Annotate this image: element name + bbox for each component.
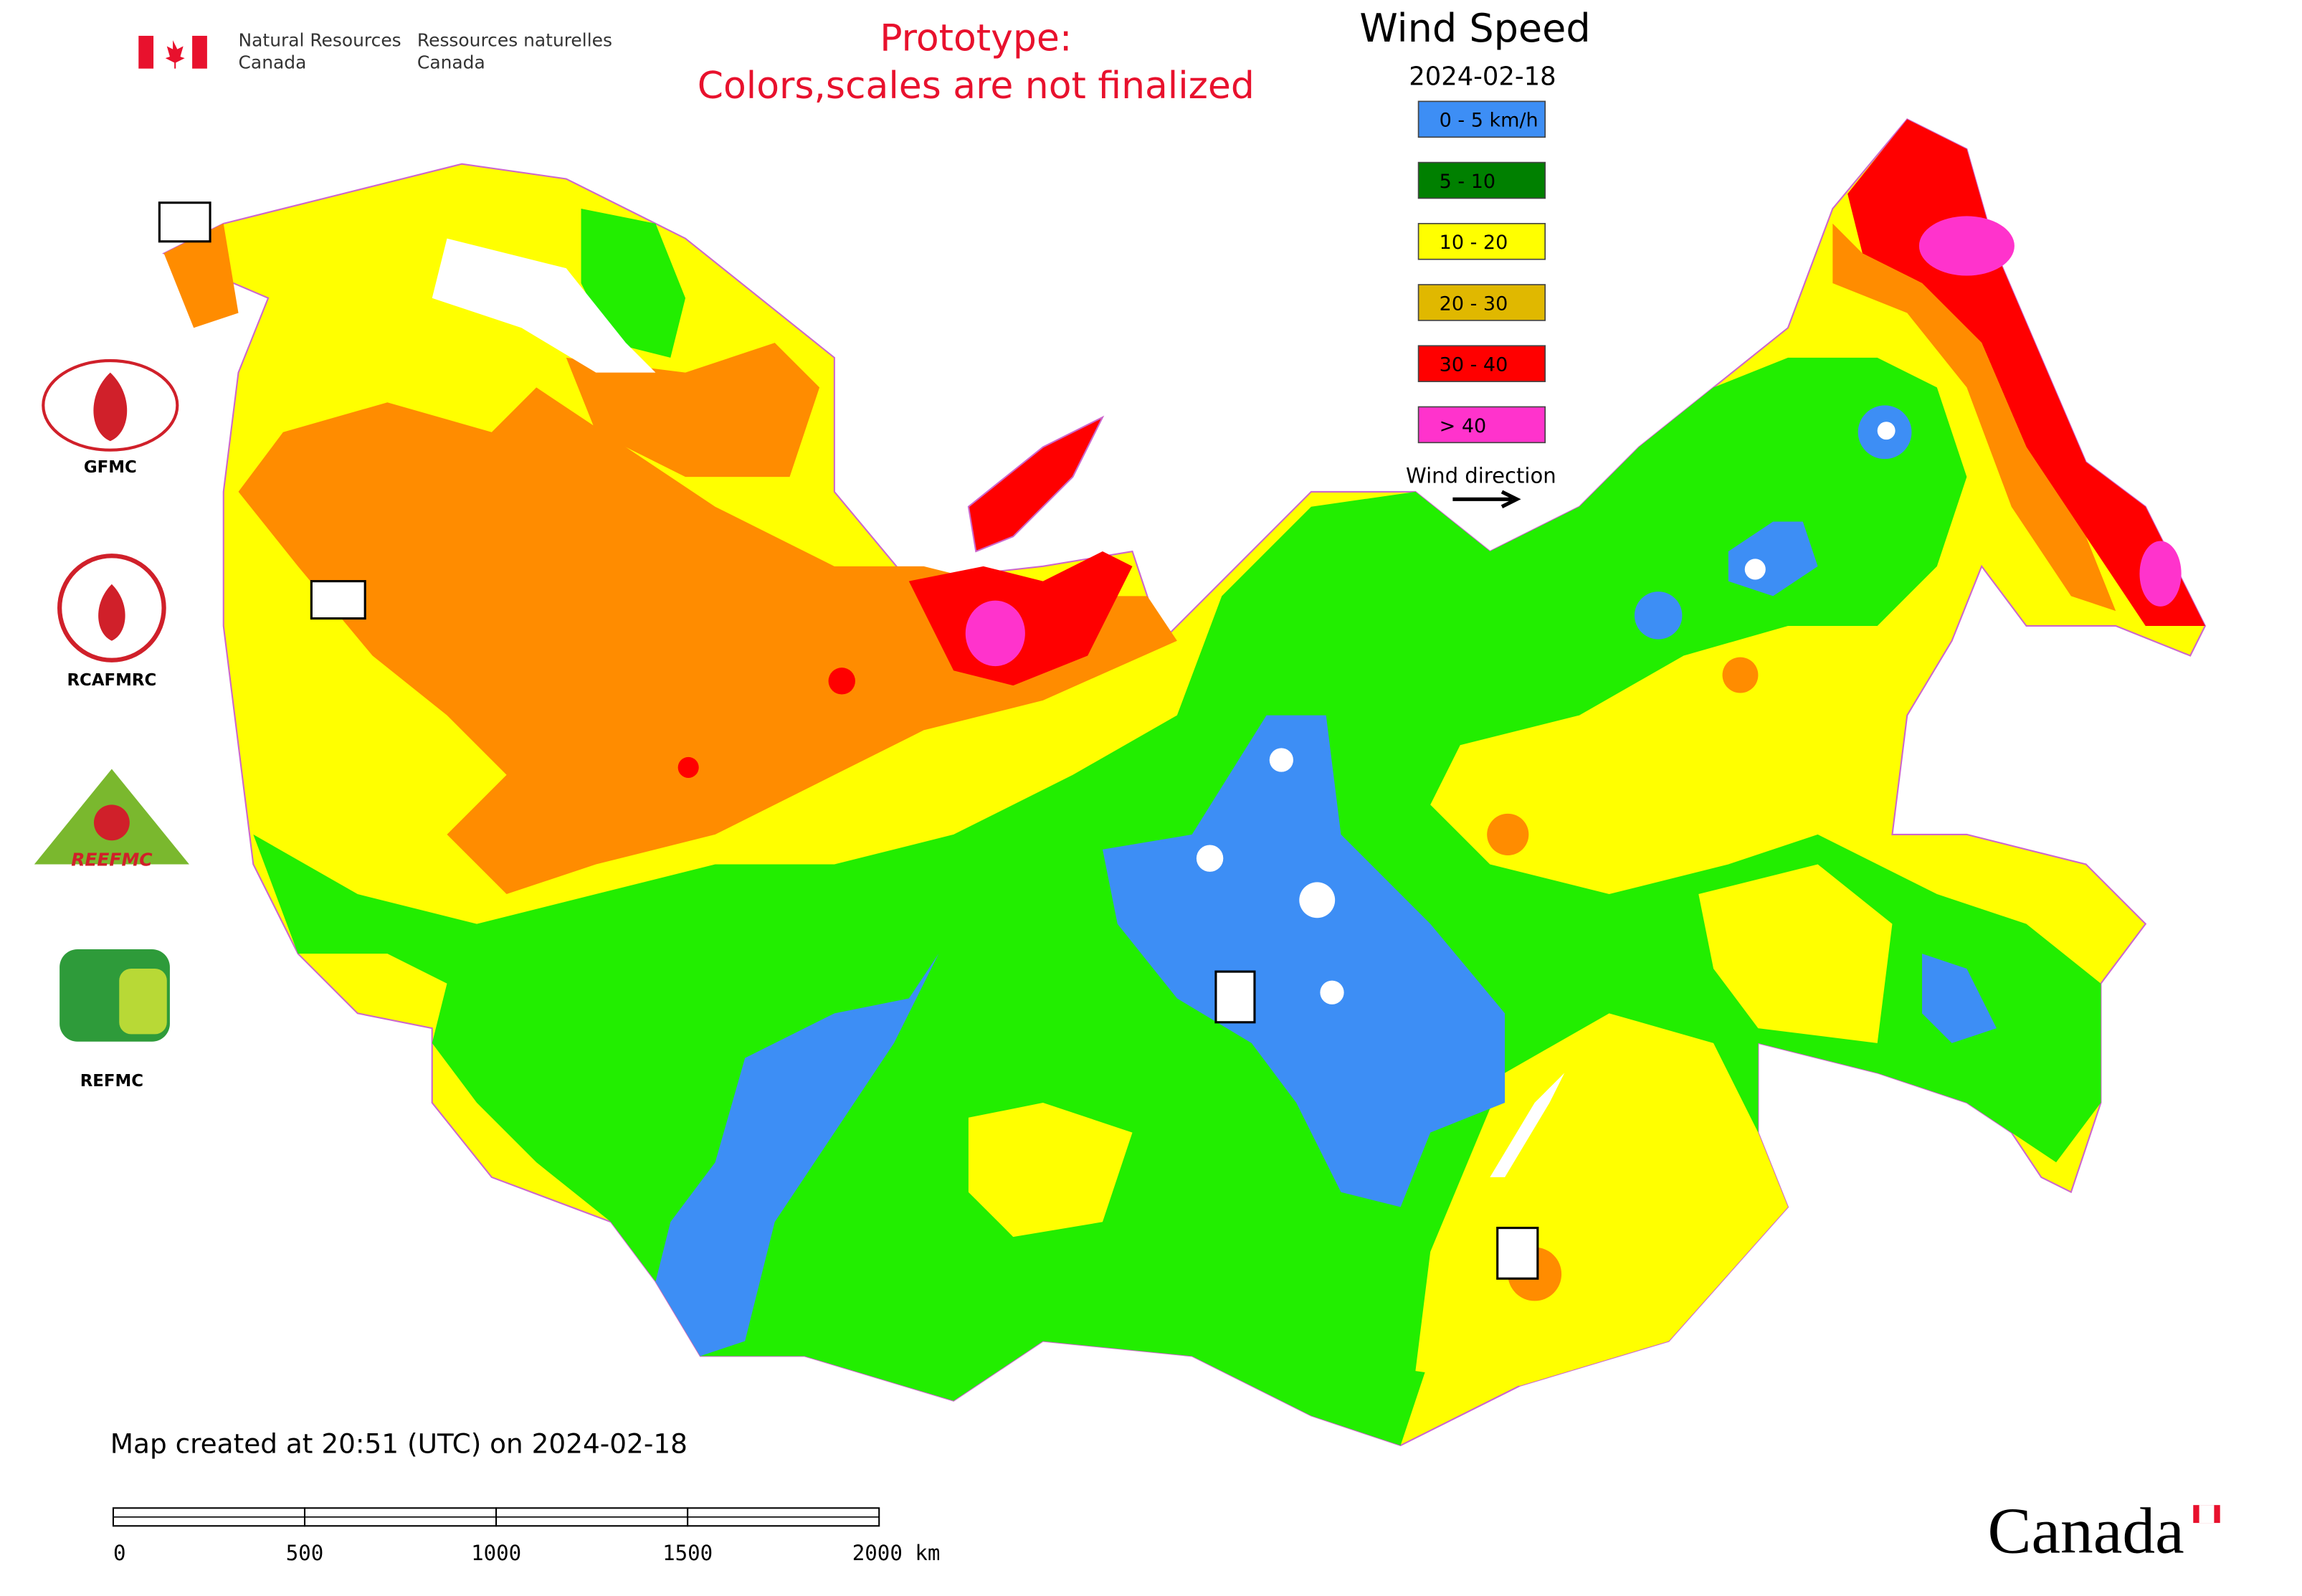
legend-swatch [1417, 345, 1546, 382]
legend-label: 20 - 30 [1440, 293, 1508, 315]
legend-date: 2024-02-18 [1409, 62, 1556, 92]
marker-rcafmrc [1496, 1227, 1539, 1280]
scale-label: 500 [286, 1541, 324, 1565]
legend-label: > 40 [1440, 415, 1487, 437]
zone-orange [163, 223, 239, 328]
logo-label: RCAFMRC [67, 671, 156, 690]
scale-label: 1500 [662, 1541, 713, 1565]
novaya-zemlya [967, 415, 1105, 553]
wordmark: Canada [1987, 1495, 2184, 1567]
legend: Wind Speed 2024-02-18 Wind direction 0 -… [1359, 6, 1591, 509]
zone-blue [1102, 715, 1506, 1207]
zone-blue [655, 954, 939, 1357]
zone-orange [1722, 657, 1759, 693]
wind-direction-label: Wind direction [1406, 463, 1556, 488]
lake-baikal [1490, 1073, 1565, 1177]
agency-fr: Ressources naturelles [417, 29, 612, 50]
zone-magenta [2139, 541, 2182, 607]
legend-swatch [1417, 100, 1546, 138]
lake [1269, 748, 1293, 772]
marker-gfmc [158, 201, 211, 243]
agency-en: Natural Resources [239, 29, 401, 50]
partner-logos: GFMC RCAFMRC REEFMC REFMC [34, 358, 189, 1091]
agency-fr: Canada [417, 52, 485, 73]
marker-reefmc [310, 580, 366, 620]
agency-en: Canada [239, 52, 307, 73]
rcafmrc-emblem [57, 554, 166, 662]
zone-orange [566, 343, 820, 478]
marker-refmc [1214, 970, 1256, 1024]
map-created: Map created at 20:51 (UTC) on 2024-02-18 [110, 1428, 688, 1459]
wind-map [162, 118, 2207, 1447]
flag-bar [192, 35, 207, 69]
zone-blue [1922, 954, 1997, 1043]
maple-leaf [165, 40, 185, 69]
notice: Colors,scales are not finalized [698, 65, 1255, 108]
refmc-emblem-part [119, 968, 167, 1035]
zone-yellow [1415, 1013, 1788, 1386]
legend-label: 5 - 10 [1440, 171, 1495, 193]
scale-label: 0 [113, 1541, 126, 1565]
canada-wordmark: Canada [1987, 1495, 2220, 1567]
zone-blue [1634, 592, 1683, 640]
lake [1744, 559, 1766, 580]
zone-yellow [968, 1103, 1133, 1238]
logo-label: GFMC [84, 458, 137, 477]
zone-yellow [1698, 864, 1893, 1043]
legend-label: 0 - 5 km/h [1440, 110, 1538, 132]
zone-magenta [965, 600, 1025, 667]
legend-label: 10 - 20 [1440, 232, 1508, 254]
wordmark-flag [2199, 1505, 2215, 1524]
logo-emblem-text: REEFMC [71, 850, 153, 870]
reefmc-flame [93, 804, 130, 841]
map-markers [158, 201, 1539, 1280]
legend-swatch [1417, 284, 1546, 321]
gfmc-emblem [42, 358, 179, 452]
flag-bar [138, 35, 154, 69]
gfmc-flame [93, 372, 128, 442]
zone-magenta [1918, 216, 2015, 276]
logo-label: REFMC [80, 1072, 143, 1091]
legend-label: 30 - 40 [1440, 354, 1508, 376]
zone-red [677, 756, 699, 778]
zone-orange [1487, 813, 1529, 856]
scale-bar: 0 500 1000 1500 2000 km [112, 1507, 941, 1565]
lake [1320, 980, 1344, 1004]
rcafmrc-flame [98, 584, 125, 641]
wind-arrow [1452, 490, 1521, 509]
legend-swatch [1417, 222, 1546, 260]
zone-orange [238, 387, 1177, 895]
zone-red [828, 668, 855, 695]
govt-header: Natural Resources Canada Ressources natu… [138, 29, 612, 73]
zone-orange [1832, 223, 2116, 612]
lake [1299, 882, 1336, 918]
scale-label: 2000 km [852, 1541, 941, 1565]
legend-swatch [1417, 161, 1546, 199]
lake [1196, 845, 1224, 872]
lake [1877, 422, 1896, 440]
scale-label: 1000 [471, 1541, 521, 1565]
legend-title: Wind Speed [1359, 6, 1590, 51]
legend-swatch [1417, 406, 1546, 444]
white-sea [432, 238, 656, 373]
notice: Prototype: [880, 17, 1072, 60]
